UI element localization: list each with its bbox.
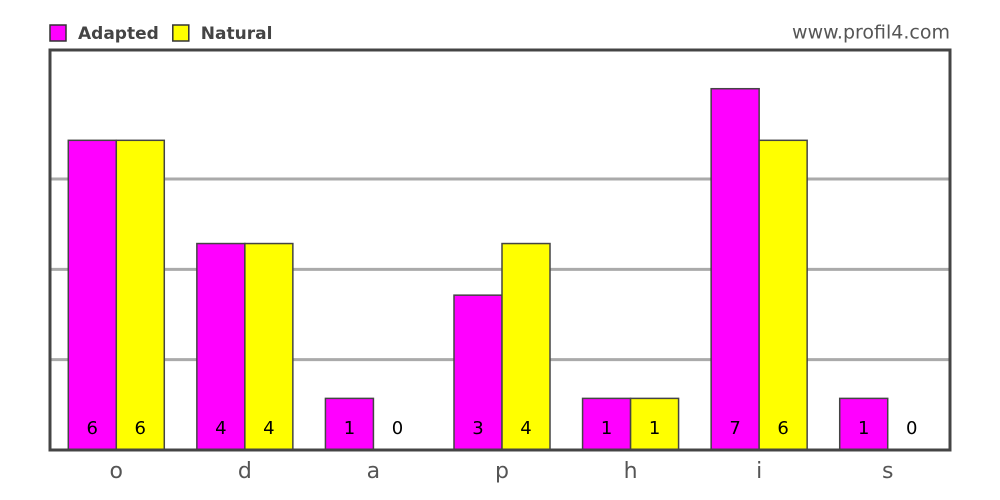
value-label: 4 <box>215 418 226 439</box>
x-tick-label: o <box>110 459 123 484</box>
value-label: 7 <box>729 418 740 439</box>
bar <box>710 87 760 451</box>
bar <box>324 397 375 451</box>
value-label: 1 <box>601 418 612 439</box>
value-label: 4 <box>520 418 531 439</box>
x-tick-label: a <box>367 459 380 484</box>
legend-swatch <box>172 24 190 42</box>
x-tick-label: s <box>882 459 893 484</box>
value-label: 6 <box>777 418 788 439</box>
watermark: www.profil4.com <box>792 22 950 44</box>
x-tick-label: d <box>238 459 252 484</box>
legend-label: Adapted <box>78 24 159 44</box>
bar <box>758 139 808 451</box>
value-label: 3 <box>472 418 483 439</box>
x-tick-label: p <box>495 459 509 484</box>
bar <box>629 397 680 451</box>
bar <box>196 242 246 451</box>
legend-swatch <box>49 24 67 42</box>
x-tick-label: h <box>624 459 638 484</box>
plot-frame <box>48 48 952 452</box>
bar <box>67 139 118 451</box>
value-label: 6 <box>135 418 146 439</box>
bar <box>838 397 889 451</box>
value-label: 0 <box>392 418 403 439</box>
value-label: 0 <box>906 418 917 439</box>
value-label: 6 <box>87 418 98 439</box>
value-label: 1 <box>344 418 355 439</box>
bar <box>244 242 294 451</box>
value-label: 1 <box>649 418 660 439</box>
bar <box>115 139 166 451</box>
value-label: 1 <box>858 418 869 439</box>
legend-label: Natural <box>201 24 273 44</box>
x-tick-label: i <box>756 459 762 484</box>
value-label: 4 <box>263 418 274 439</box>
